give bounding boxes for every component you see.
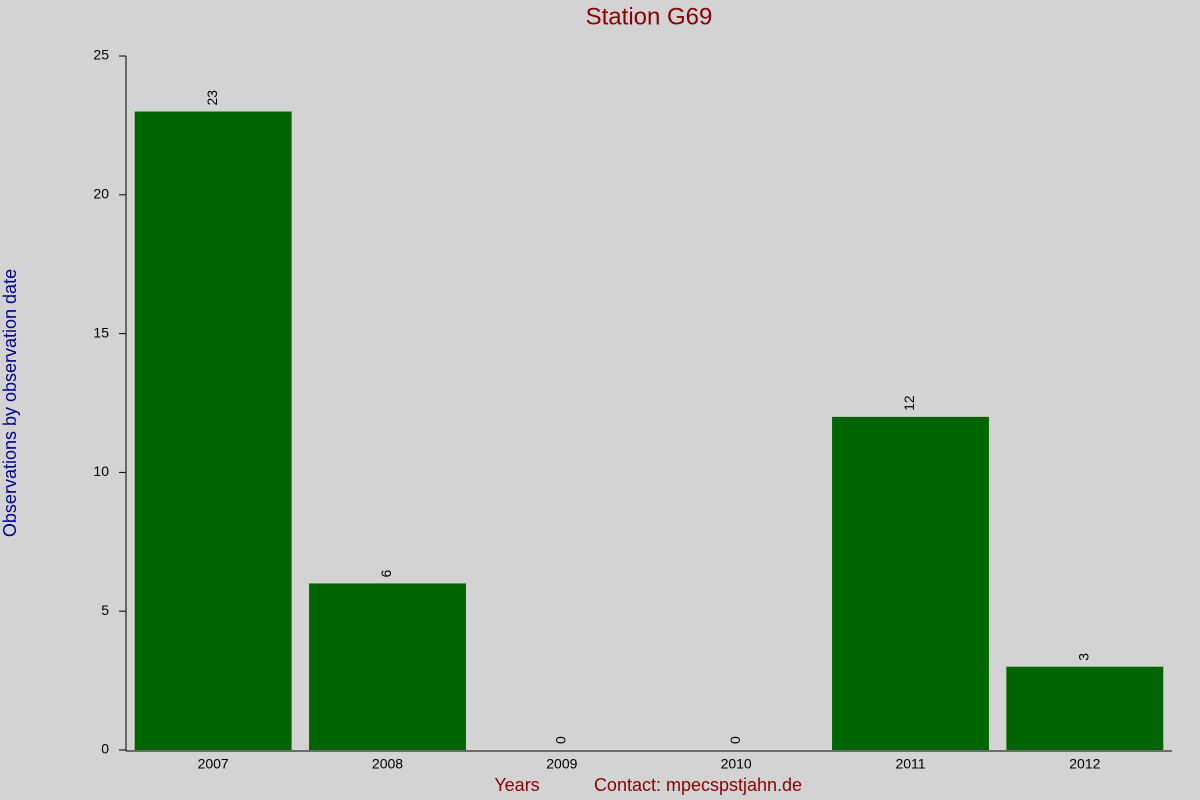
y-tick-label: 0 xyxy=(101,741,109,757)
x-tick-label: 2012 xyxy=(1069,756,1100,772)
y-tick-label: 25 xyxy=(93,47,109,63)
x-axis-label: Years xyxy=(494,775,539,795)
bar xyxy=(134,111,292,750)
y-tick-label: 10 xyxy=(93,463,109,479)
x-tick-label: 2008 xyxy=(372,756,403,772)
value-label: 3 xyxy=(1076,653,1092,661)
y-tick-label: 20 xyxy=(93,186,109,202)
annotation: Contact: mpecspstjahn.de xyxy=(594,775,802,795)
x-tick-label: 2010 xyxy=(721,756,752,772)
x-tick-label: 2009 xyxy=(546,756,577,772)
value-label: 0 xyxy=(553,736,569,744)
x-tick-label: 2011 xyxy=(895,756,925,772)
value-label: 23 xyxy=(204,90,220,106)
value-label: 0 xyxy=(727,736,743,744)
bar xyxy=(309,583,466,750)
chart-title: Station G69 xyxy=(586,3,713,30)
y-axis-label: Observations by observation date xyxy=(0,269,20,537)
y-tick-label: 5 xyxy=(101,602,109,618)
bar xyxy=(832,416,989,750)
value-label: 12 xyxy=(901,395,917,411)
value-label: 6 xyxy=(378,569,394,577)
y-tick-label: 15 xyxy=(93,324,109,340)
x-tick-label: 2007 xyxy=(198,756,229,772)
bar xyxy=(1006,666,1164,750)
